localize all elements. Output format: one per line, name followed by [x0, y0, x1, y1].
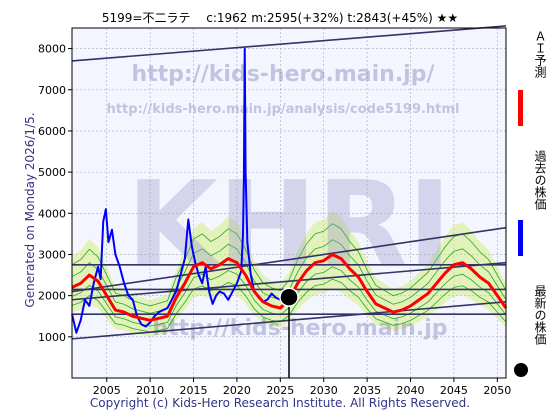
trend-line-1 — [71, 226, 507, 293]
latest-price-point — [279, 287, 299, 307]
legend: ＡＩ予測 過去の株価 最新の株価 — [510, 30, 550, 380]
x-tick-label-2025: 2025 — [266, 384, 294, 397]
x-tick-label-2045: 2045 — [440, 384, 468, 397]
legend-swatch-latest — [514, 363, 528, 377]
series-past-price — [71, 47, 289, 334]
x-tick-label-2040: 2040 — [397, 384, 425, 397]
y-tick-label-8000: 8000 — [38, 43, 66, 56]
y-tick-label-3000: 3000 — [38, 248, 66, 261]
x-tick-label-2005: 2005 — [93, 384, 121, 397]
watermark-logo: KHRI — [127, 155, 452, 293]
watermark: KHRI http://kids-hero.main.jp/ http://ki… — [107, 62, 460, 341]
x-tick-label-2035: 2035 — [353, 384, 381, 397]
legend-label-latest: 最新の株価 — [533, 285, 547, 345]
legend-label-prediction: ＡＩ予測 — [533, 30, 547, 78]
legend-item-past: 過去の株価 — [510, 150, 550, 260]
x-tick-label-2020: 2020 — [223, 384, 251, 397]
y-tick-label-7000: 7000 — [38, 84, 66, 97]
y-tick-label-2000: 2000 — [38, 290, 66, 303]
y-tick-label-1000: 1000 — [38, 331, 66, 344]
legend-label-past: 過去の株価 — [533, 150, 547, 210]
watermark-url-small: http://kids-hero.main.jp/analysis/code51… — [107, 102, 460, 117]
legend-item-prediction: ＡＩ予測 — [510, 30, 550, 130]
legend-item-latest: 最新の株価 — [510, 285, 550, 380]
y-tick-label-4000: 4000 — [38, 207, 66, 220]
trend-line-0 — [71, 25, 507, 62]
legend-swatch-prediction — [518, 90, 523, 126]
chart-title: 5199=不二ラテ c:1962 m:2595(+32%) t:2843(+45… — [101, 11, 459, 25]
watermark-url-large: http://kids-hero.main.jp/ — [131, 62, 435, 87]
x-tick-label-2030: 2030 — [310, 384, 338, 397]
prediction-envelope — [72, 211, 506, 337]
x-tick-label-2050: 2050 — [483, 384, 511, 397]
x-axis: 2005 2010 2015 2020 2025 2030 2035 2040 2045 2050 — [93, 378, 511, 397]
x-tick-label-2015: 2015 — [180, 384, 208, 397]
y-tick-label-5000: 5000 — [38, 166, 66, 179]
legend-swatch-past — [518, 220, 523, 256]
y-tick-label-6000: 6000 — [38, 125, 66, 138]
copyright-footer: Copyright (c) Kids-Hero Research Institu… — [89, 396, 471, 410]
y-axis: 1000 2000 3000 4000 5000 6000 7000 8000 — [38, 43, 72, 344]
x-tick-label-2010: 2010 — [136, 384, 164, 397]
latest-price-marker — [279, 287, 299, 378]
band-line-0 — [71, 223, 507, 307]
trend-line-5 — [71, 261, 507, 301]
plot-frame — [71, 27, 507, 379]
